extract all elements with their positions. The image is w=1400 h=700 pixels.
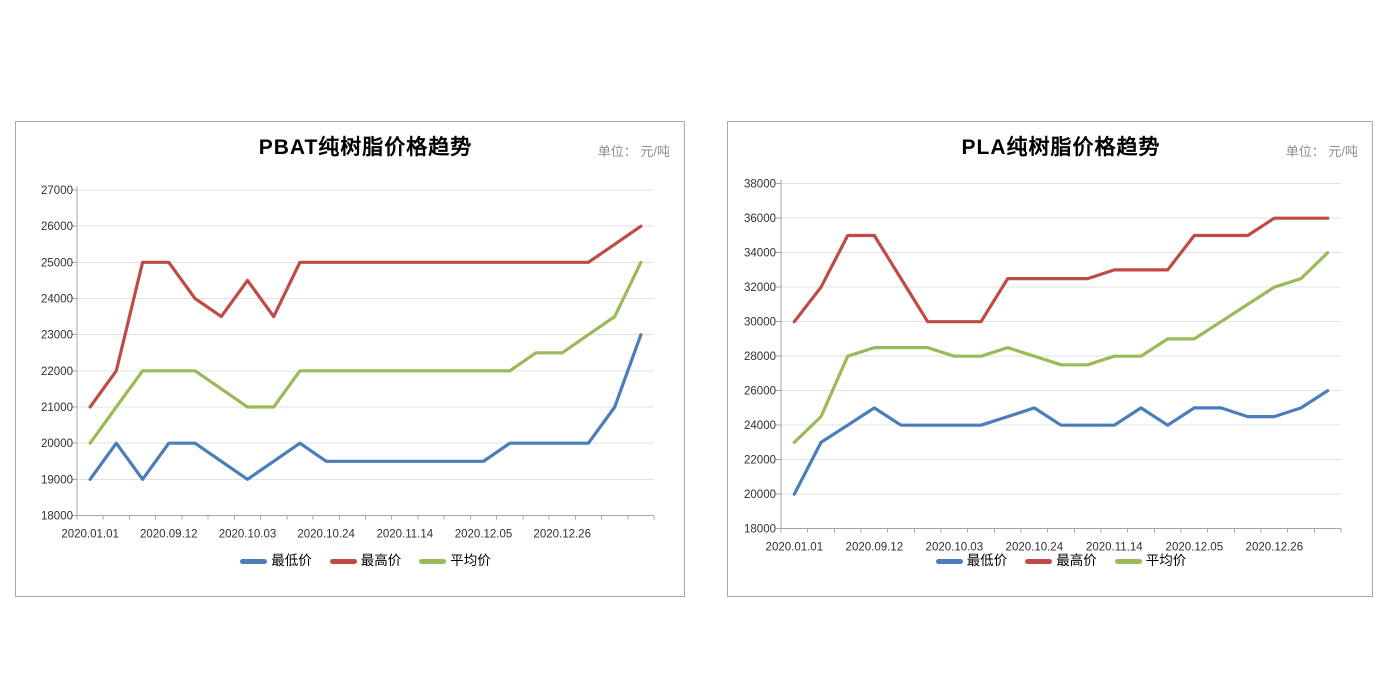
x-axis-label: 2020.12.26 <box>533 529 591 541</box>
y-axis-label: 38000 <box>744 179 776 191</box>
y-axis-label: 18000 <box>744 524 776 536</box>
x-axis-label: 2020.09.12 <box>140 529 198 541</box>
y-axis-label: 20000 <box>744 489 776 501</box>
legend-label-avg: 平均价 <box>1145 553 1187 568</box>
legend-label-min: 最低价 <box>966 553 1008 568</box>
pbat-chart-title: PBAT纯树脂价格趋势 <box>258 136 473 159</box>
legend-item-max: 最高价 <box>329 553 402 569</box>
y-axis-label: 24000 <box>41 294 73 306</box>
pla-unit-label: 单位： 元/吨 <box>1285 144 1358 159</box>
series-line-min <box>792 389 1330 496</box>
pbat-legend: 最低价 最高价 平均价 <box>77 552 654 570</box>
legend-item-avg: 平均价 <box>419 553 491 569</box>
series-line-max <box>792 216 1330 324</box>
legend-label-min: 最低价 <box>271 553 312 568</box>
pbat-unit-label: 单位： 元/吨 <box>597 144 670 159</box>
x-axis-label: 2020.10.24 <box>1006 542 1064 554</box>
y-axis-label: 19000 <box>41 474 73 486</box>
pbat-plot-area: 18000 19000 20000 21000 22000 23000 24000 25000… <box>41 185 655 541</box>
y-axis-label: 34000 <box>744 248 776 260</box>
y-axis-label: 26000 <box>41 221 73 233</box>
series-line-min <box>88 333 643 481</box>
y-axis-label: 18000 <box>41 511 73 523</box>
series-line-max <box>88 224 643 409</box>
y-axis-label: 28000 <box>744 351 776 363</box>
x-axis-label: 2020.10.03 <box>219 529 277 541</box>
chart-panel-pbat: 18000 19000 20000 21000 22000 23000 24000 25000… <box>15 121 685 597</box>
y-axis-label: 20000 <box>41 438 73 450</box>
x-axis-label: 2020.11.14 <box>376 529 433 541</box>
series-line-avg <box>792 251 1330 444</box>
y-axis-label: 24000 <box>744 420 776 432</box>
legend-item-min: 最低价 <box>240 553 312 569</box>
x-axis-label: 2020.09.12 <box>846 542 904 554</box>
x-axis-label: 2020.01.01 <box>61 529 119 541</box>
pla-legend: 最低价 最高价 平均价 <box>781 552 1341 570</box>
x-axis-label: 2020.10.24 <box>297 529 355 541</box>
legend-label-max: 最高价 <box>360 553 402 568</box>
y-axis-label: 26000 <box>744 386 776 398</box>
pla-chart-title: PLA纯树脂价格趋势 <box>961 136 1161 159</box>
y-axis-label: 27000 <box>41 185 73 197</box>
chart-panel-pla: 18000 20000 22000 24000 26000 28000 30000 32000… <box>727 121 1373 597</box>
y-axis-label: 36000 <box>744 213 776 225</box>
series-line-avg <box>88 260 643 445</box>
y-axis-label: 23000 <box>41 330 73 342</box>
x-axis-label: 2020.12.26 <box>1246 542 1304 554</box>
legend-item-avg: 平均价 <box>1114 553 1187 569</box>
legend-item-max: 最高价 <box>1025 553 1097 569</box>
legend-swatch-avg <box>1114 558 1142 564</box>
x-axis-label: 2020.12.05 <box>455 529 513 541</box>
x-axis-label: 2020.11.14 <box>1086 542 1143 554</box>
y-axis-label: 25000 <box>41 257 73 269</box>
x-axis-label: 2020.10.03 <box>926 542 984 554</box>
pla-plot-area: 18000 20000 22000 24000 26000 28000 30000 32000… <box>744 179 1342 554</box>
legend-swatch-min <box>935 558 963 564</box>
legend-label-max: 最高价 <box>1056 553 1097 568</box>
legend-swatch-max <box>1025 558 1053 564</box>
legend-swatch-avg <box>419 558 447 564</box>
x-axis-label: 2020.12.05 <box>1166 542 1224 554</box>
y-axis-label: 30000 <box>744 317 776 329</box>
y-axis-label: 22000 <box>41 366 73 378</box>
x-axis-label: 2020.01.01 <box>766 542 824 554</box>
legend-swatch-max <box>329 558 357 564</box>
legend-item-min: 最低价 <box>935 553 1008 569</box>
legend-swatch-min <box>240 558 268 564</box>
legend-label-avg: 平均价 <box>450 553 491 568</box>
y-axis-label: 21000 <box>41 402 73 414</box>
y-axis-label: 22000 <box>744 455 776 467</box>
y-axis-label: 32000 <box>744 282 776 294</box>
